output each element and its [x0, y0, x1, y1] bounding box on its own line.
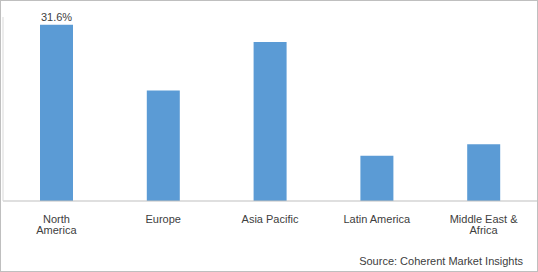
svg-text:NorthAmerica: NorthAmerica	[36, 213, 77, 236]
svg-text:Asia Pacific: Asia Pacific	[242, 213, 299, 225]
html-text:Source: Coherent Market Insigh: Source: Coherent Market Insights	[359, 255, 523, 267]
svg-text:Middle East &Africa: Middle East &Africa	[450, 213, 519, 236]
svg-text:Europe: Europe	[145, 213, 180, 225]
svg-text:31.6%: 31.6%	[41, 11, 72, 23]
svg-text:Latin America: Latin America	[343, 213, 411, 225]
